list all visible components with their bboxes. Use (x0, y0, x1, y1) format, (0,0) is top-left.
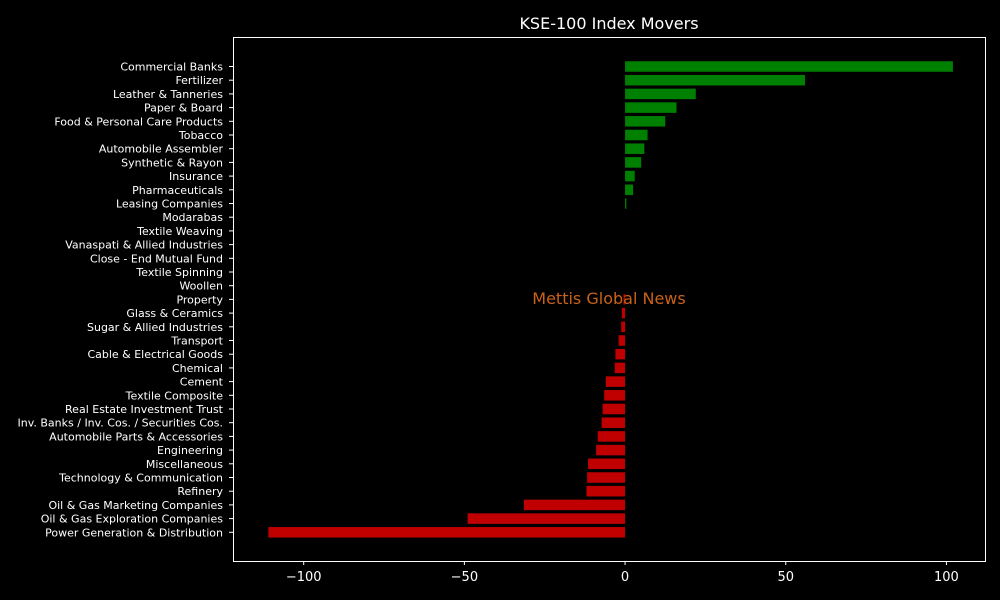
bar (586, 485, 626, 497)
bar (625, 184, 634, 196)
category-label: Tobacco (178, 129, 223, 142)
bar (604, 390, 626, 401)
category-label: Synthetic & Rayon (121, 156, 223, 169)
category-label: Paper & Board (144, 102, 223, 115)
x-axis: −100 −50 0 50 100 (286, 561, 959, 585)
category-label: Modarabas (162, 211, 223, 224)
x-tick-label: −50 (451, 570, 478, 585)
category-label: Insurance (169, 170, 223, 183)
bar (625, 102, 677, 113)
category-label: Oil & Gas Exploration Companies (41, 513, 224, 526)
bar (523, 499, 626, 511)
category-label: Vanaspati & Allied Industries (65, 239, 223, 252)
bar (625, 157, 642, 168)
category-label: Refinery (177, 485, 223, 498)
category-label: Leasing Companies (116, 198, 223, 211)
bar (618, 335, 626, 346)
category-label: Pharmaceuticals (132, 184, 223, 197)
category-label: Chemical (172, 362, 223, 375)
category-label: Fertilizer (175, 74, 223, 87)
bar (623, 294, 626, 305)
category-label: Power Generation & Distribution (45, 526, 223, 539)
bar (588, 458, 626, 470)
x-tick-label: −100 (286, 570, 322, 585)
category-label: Woollen (179, 280, 223, 293)
category-label: Food & Personal Care Products (54, 115, 223, 128)
bar (587, 472, 626, 483)
category-label: Close - End Mutual Fund (90, 252, 223, 265)
bar (602, 403, 626, 415)
category-label: Automobile Assembler (99, 143, 224, 156)
category-label: Miscellaneous (146, 458, 223, 471)
category-label: Oil & Gas Marketing Companies (48, 499, 223, 512)
x-tick-label: 0 (621, 570, 629, 585)
bar (268, 527, 626, 538)
bar (625, 61, 953, 72)
bar (625, 129, 648, 141)
bar (601, 417, 626, 428)
bar (625, 170, 635, 182)
watermark-text: Mettis Global News (532, 289, 685, 308)
category-label: Textile Weaving (136, 225, 223, 238)
bar (625, 198, 627, 209)
category-label: Sugar & Allied Industries (87, 321, 223, 334)
bar (621, 321, 626, 333)
category-label: Commercial Banks (120, 61, 223, 74)
category-label: Textile Spinning (135, 266, 223, 279)
category-label: Glass & Ceramics (126, 307, 223, 320)
category-label: Transport (170, 335, 223, 348)
category-label: Automobile Parts & Accessories (49, 430, 223, 443)
category-label: Property (176, 293, 223, 306)
bar (596, 444, 626, 456)
bars-group (268, 61, 953, 538)
bar (615, 348, 626, 360)
category-label: Technology & Communication (58, 472, 223, 485)
bar (597, 431, 626, 442)
category-label: Textile Composite (125, 389, 224, 402)
plot-frame (233, 37, 986, 562)
category-label: Cement (180, 376, 224, 389)
bar (467, 513, 626, 524)
bar (625, 116, 666, 127)
bar (625, 143, 645, 154)
category-label: Engineering (157, 444, 223, 457)
x-tick-label: 50 (777, 570, 794, 585)
bar (625, 88, 696, 100)
bar (625, 74, 806, 86)
bar (621, 307, 626, 319)
chart-title: KSE-100 Index Movers (519, 14, 698, 33)
x-tick-label: 100 (934, 570, 959, 585)
category-label: Inv. Banks / Inv. Cos. / Securities Cos. (18, 417, 223, 430)
bar (605, 376, 626, 387)
category-label: Real Estate Investment Trust (65, 403, 224, 416)
category-label: Leather & Tanneries (113, 88, 223, 101)
bar (614, 362, 626, 374)
category-label: Cable & Electrical Goods (87, 348, 223, 361)
